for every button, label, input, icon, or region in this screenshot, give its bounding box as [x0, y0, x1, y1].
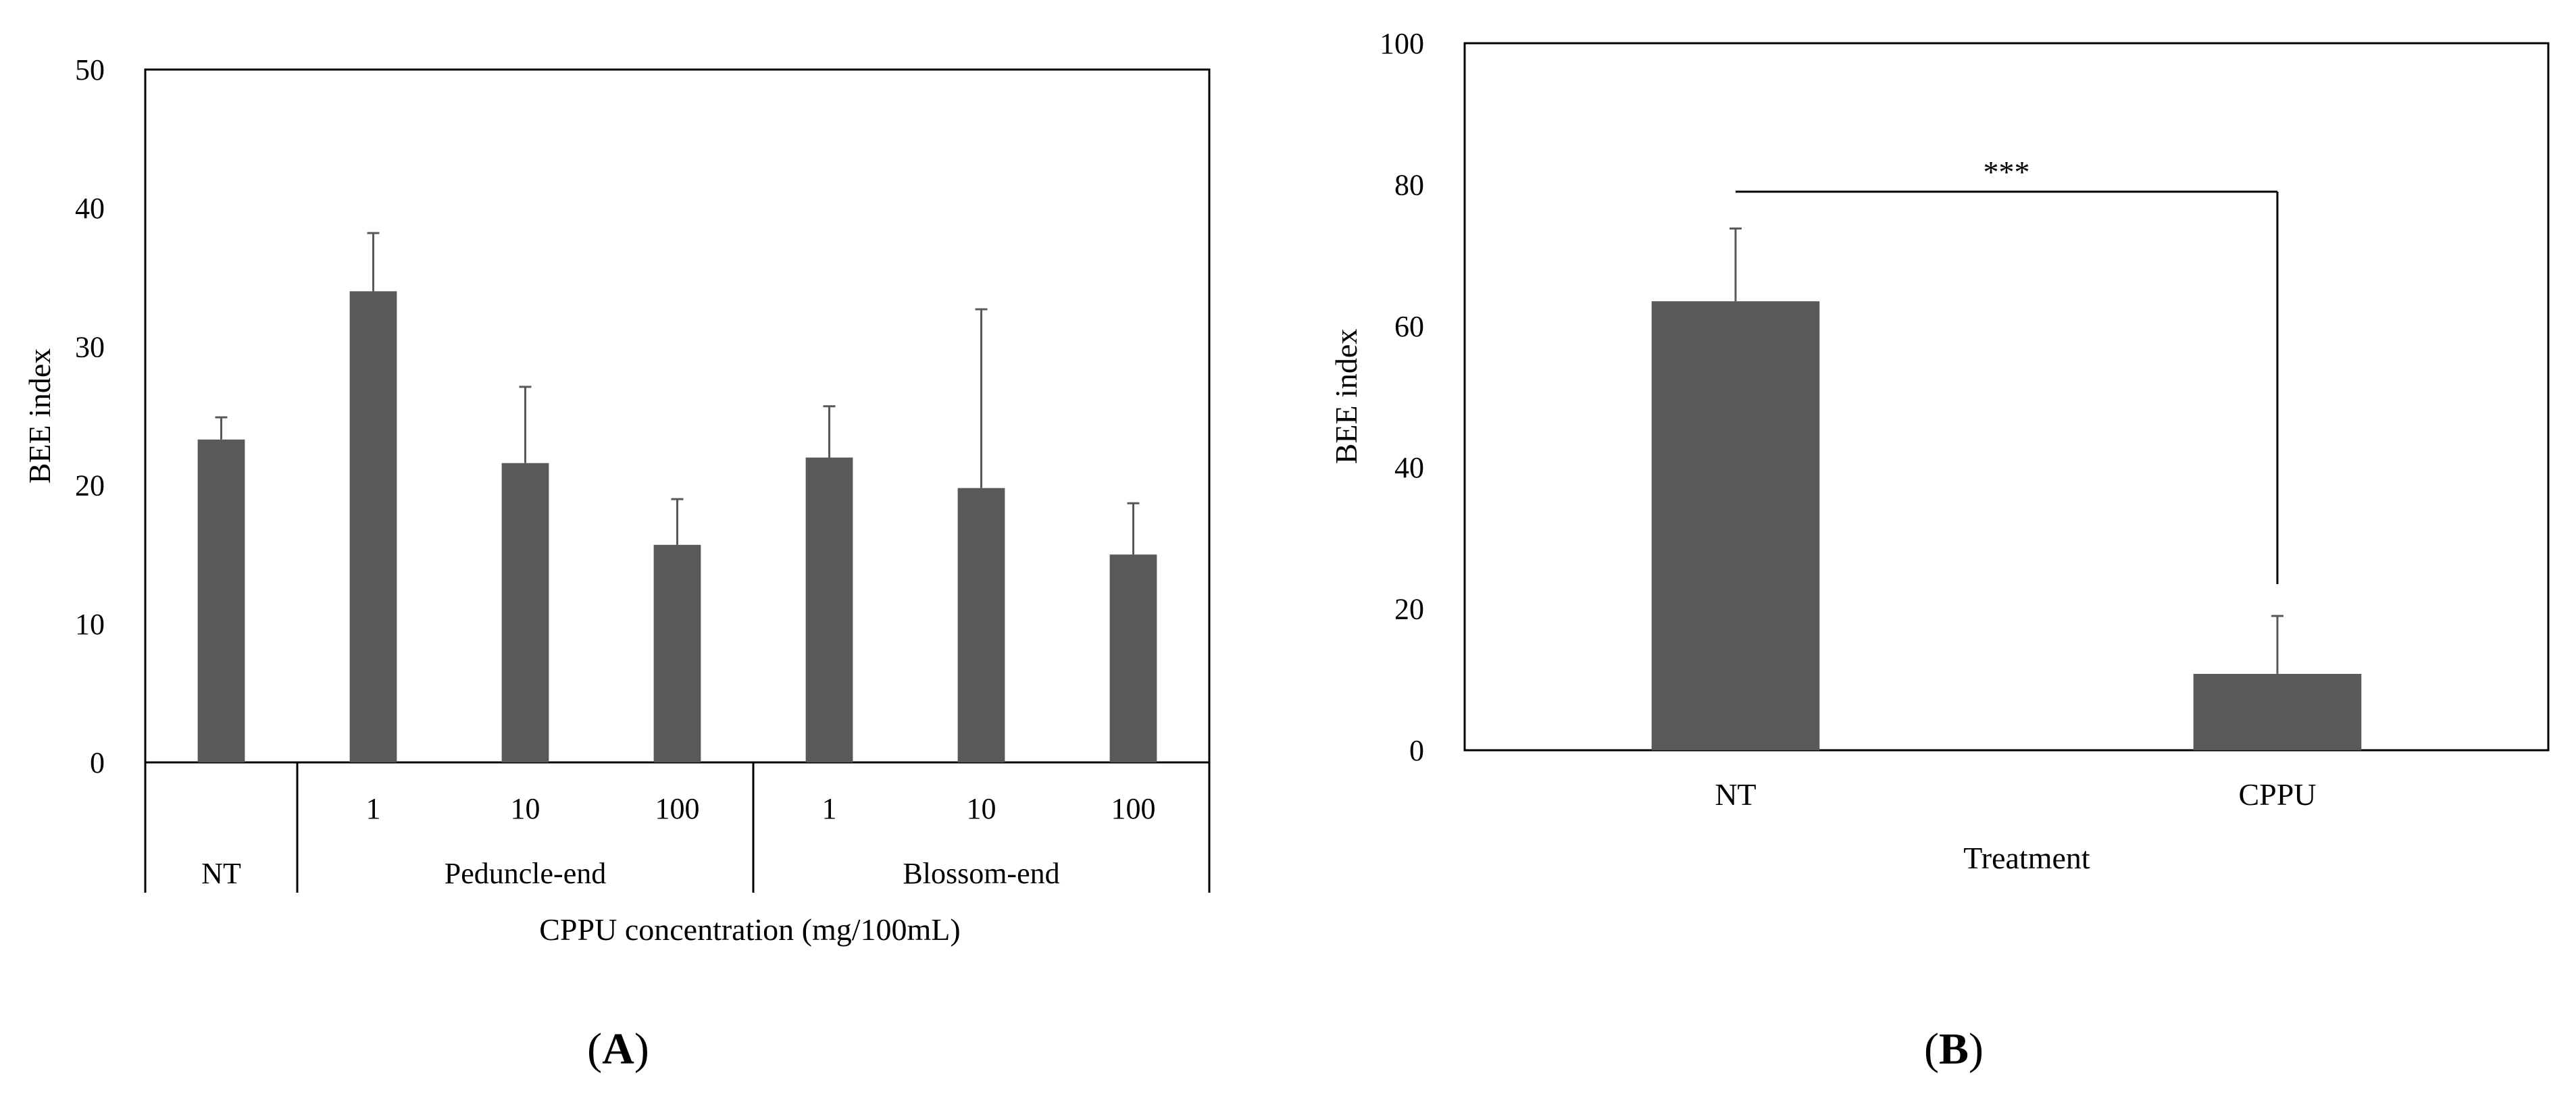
- chart-a-xlabel: CPPU concentration (mg/100mL): [539, 912, 960, 947]
- chart-b-panel-letter: B: [1939, 1024, 1969, 1074]
- chart-b-ylabel: BEE index: [1329, 329, 1363, 465]
- chart-a-bar: [197, 439, 245, 762]
- chart-a-panel-letter: A: [602, 1024, 634, 1074]
- chart-a-ytick-label: 20: [75, 469, 105, 502]
- chart-b-panel-label: (B): [1924, 1024, 1984, 1074]
- chart-a-bar: [653, 544, 701, 762]
- chart-a-bar: [957, 488, 1005, 762]
- chart-b-ytick-label: 40: [1394, 451, 1424, 484]
- chart-a: 0 10 20 30 40 50 1 10 100 1 10 100 NT Peduncle-end B…: [22, 53, 1211, 1074]
- chart-a-ytick-label: 50: [75, 53, 105, 86]
- chart-a-category-label: 100: [655, 792, 700, 825]
- chart-a-category-label: 10: [511, 792, 540, 825]
- chart-a-category-label: 1: [366, 792, 381, 825]
- chart-b-bar: [1651, 301, 1820, 750]
- chart-a-category-label: 1: [822, 792, 837, 825]
- chart-b: 0 20 40 60 80 100 NT CPPU *** BEE index Treatm…: [1329, 27, 2550, 1074]
- significance-label: ***: [1984, 155, 2030, 189]
- chart-a-bar: [805, 457, 853, 762]
- chart-a-bar: [501, 463, 549, 762]
- chart-b-bar: [2193, 673, 2362, 750]
- chart-a-group-label: Blossom-end: [903, 857, 1059, 890]
- chart-b-category-label: NT: [1715, 777, 1756, 812]
- chart-a-panel-label: (A): [587, 1024, 649, 1074]
- chart-a-ytick-label: 10: [75, 608, 105, 641]
- chart-a-ytick-label: 40: [75, 192, 105, 225]
- chart-a-category-label: 10: [967, 792, 996, 825]
- chart-b-ytick-label: 80: [1394, 168, 1424, 201]
- chart-a-group-label: NT: [201, 857, 241, 890]
- chart-a-ytick-label: 0: [90, 746, 105, 779]
- chart-b-ytick-label: 20: [1394, 593, 1424, 626]
- chart-a-ylabel: BEE index: [22, 348, 57, 484]
- chart-a-bar: [1109, 554, 1157, 762]
- chart-b-ytick-label: 60: [1394, 310, 1424, 343]
- chart-a-bar: [349, 291, 397, 762]
- chart-b-xlabel: Treatment: [1963, 841, 2090, 875]
- chart-a-category-label: 100: [1111, 792, 1156, 825]
- chart-b-ytick-label: 100: [1380, 27, 1424, 60]
- chart-a-ytick-label: 30: [75, 330, 105, 363]
- chart-b-category-label: CPPU: [2238, 777, 2316, 812]
- chart-a-group-label: Peduncle-end: [445, 857, 606, 890]
- chart-b-plot-border: [1463, 42, 2550, 752]
- chart-b-ytick-label: 0: [1409, 734, 1424, 767]
